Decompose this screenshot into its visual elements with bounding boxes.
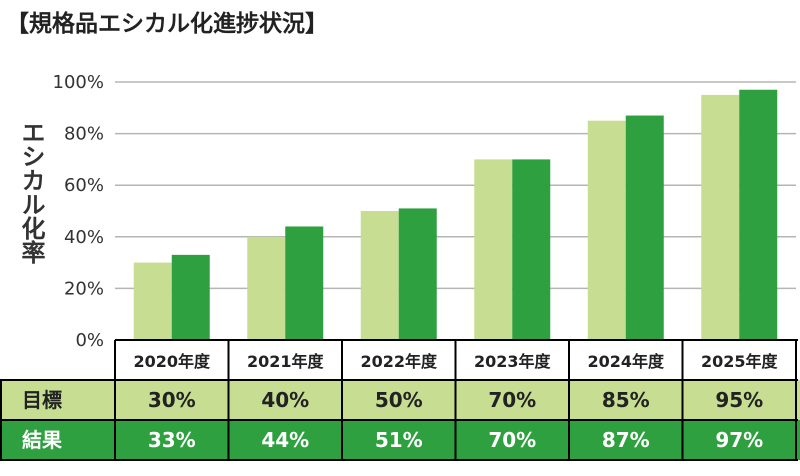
category-label: 2024年度 — [587, 352, 665, 371]
table-row-label: 結果 — [22, 428, 62, 452]
category-label: 2025年度 — [701, 352, 779, 371]
data-label-result: 33% — [148, 428, 196, 452]
data-label-target: 85% — [602, 388, 650, 412]
table-row-label: 目標 — [22, 388, 62, 412]
bar-target — [474, 159, 513, 340]
y-tick-label: 80% — [64, 124, 104, 145]
category-label: 2021年度 — [247, 352, 325, 371]
data-label-result: 70% — [488, 428, 536, 452]
bar-result — [285, 226, 324, 340]
bar-result — [739, 89, 778, 341]
data-label-target: 70% — [488, 388, 536, 412]
bar-target — [247, 236, 286, 340]
bar-result — [512, 159, 551, 340]
data-label-result: 97% — [715, 428, 763, 452]
y-tick-label: 40% — [64, 227, 104, 248]
data-label-target: 50% — [375, 388, 423, 412]
y-axis-label: エシカル化率 — [17, 120, 45, 264]
data-label-target: 30% — [148, 388, 196, 412]
bar-target — [587, 120, 626, 340]
y-tick-label: 20% — [64, 278, 104, 299]
data-label-target: 40% — [261, 388, 309, 412]
y-tick-label: 100% — [53, 72, 104, 93]
y-tick-label: 60% — [64, 175, 104, 196]
data-label-result: 51% — [375, 428, 423, 452]
category-label: 2020年度 — [133, 352, 211, 371]
y-tick-label: 0% — [75, 330, 104, 351]
data-label-result: 87% — [602, 428, 650, 452]
category-label: 2023年度 — [474, 352, 552, 371]
bar-result — [171, 254, 210, 340]
bar-target — [701, 94, 740, 341]
bar-target — [360, 211, 399, 340]
bar-target — [133, 262, 172, 340]
category-label: 2022年度 — [360, 352, 438, 371]
data-label-target: 95% — [715, 388, 763, 412]
bar-result — [625, 115, 664, 340]
table-row-result-bg — [0, 420, 800, 460]
chart-title: 【規格品エシカル化進捗状況】 — [6, 11, 328, 37]
data-label-result: 44% — [261, 428, 309, 452]
bar-result — [398, 208, 437, 340]
table-row-target-bg — [0, 380, 800, 420]
